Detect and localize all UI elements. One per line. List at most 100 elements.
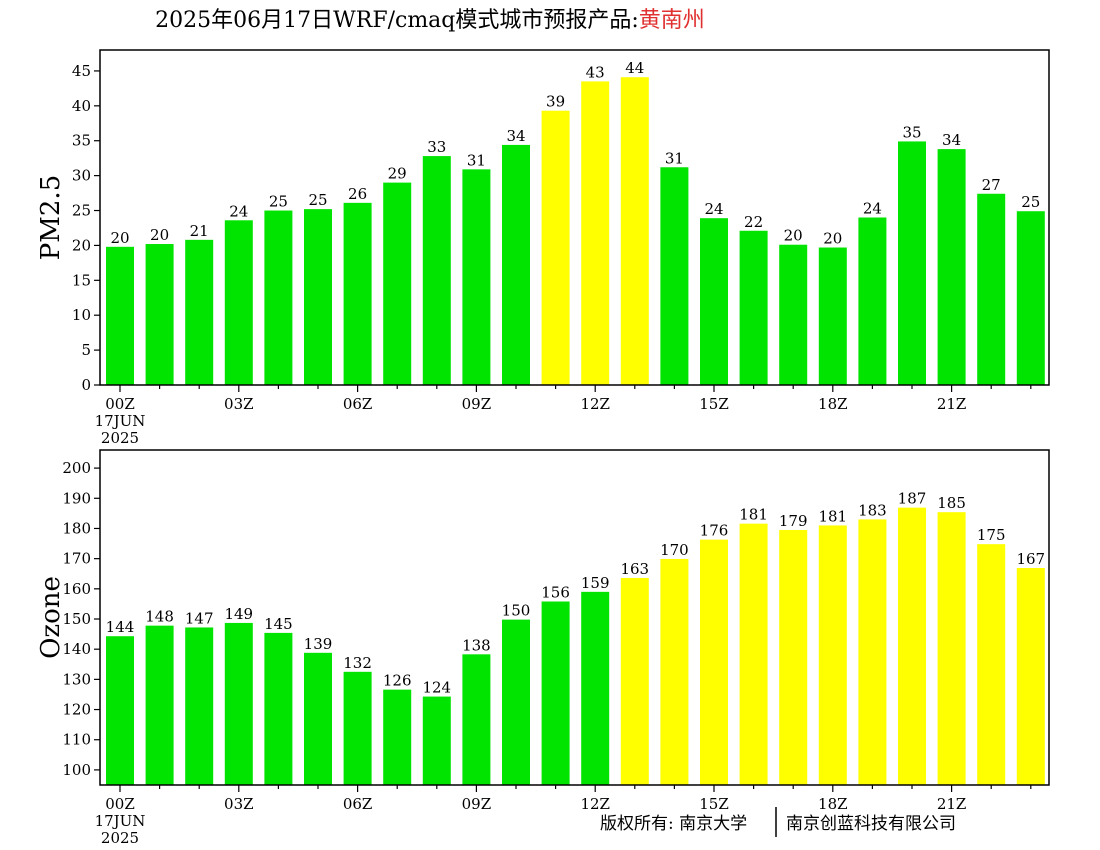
ozone-bar [898, 507, 926, 785]
ozone-data-label: 144 [106, 618, 135, 636]
ozone-y-tick-label: 190 [62, 489, 91, 507]
pm25-data-label: 29 [388, 165, 407, 183]
pm25-x-tick-label: 15Z [699, 395, 729, 413]
pm25-y-tick-label: 30 [72, 167, 91, 185]
ozone-data-label: 145 [264, 615, 293, 633]
pm25-x-tick-label: 03Z [224, 395, 254, 413]
ozone-y-tick-label: 150 [62, 610, 91, 628]
ozone-data-label: 156 [541, 584, 570, 602]
ozone-bar [264, 632, 293, 785]
pm25-bar [343, 202, 372, 385]
ozone-data-label: 147 [185, 609, 214, 627]
pm25-data-label: 24 [863, 200, 882, 218]
ozone-bar [145, 625, 174, 785]
ozone-bar [818, 525, 847, 785]
pm25-data-label: 21 [190, 222, 209, 240]
ozone-bar [858, 519, 887, 785]
ozone-plot-frame [99, 449, 1050, 786]
pm25-y-tick-label: 0 [81, 376, 91, 394]
pm25-bar [462, 169, 491, 385]
ozone-bar [343, 671, 372, 785]
pm25-data-label: 20 [784, 227, 803, 245]
pm25-bar [937, 149, 966, 385]
pm25-data-label: 34 [942, 131, 961, 149]
ozone-bar [106, 636, 134, 785]
pm25-data-label: 34 [506, 127, 525, 145]
ozone-y-tick-label: 130 [62, 670, 91, 688]
pm25-data-label: 44 [625, 59, 644, 77]
pm25-bar [541, 110, 570, 385]
pm25-x-tick-label: 00Z [105, 395, 135, 413]
title-prefix: 2025年06月17日WRF/cmaq模式城市预报产品: [155, 8, 639, 33]
ozone-data-label: 167 [1016, 550, 1045, 568]
ozone-x-tick-label: 12Z [580, 795, 610, 813]
pm25-x-tick-label: 09Z [462, 395, 492, 413]
ozone-bar [937, 512, 966, 785]
ozone-data-label: 138 [462, 636, 491, 654]
pm25-bar [502, 144, 530, 385]
ozone-y-tick-label: 180 [62, 519, 91, 537]
pm25-bar [620, 77, 649, 385]
pm25-data-label: 25 [269, 193, 288, 211]
ozone-bar [462, 654, 491, 785]
ozone-bar [700, 539, 728, 785]
ozone-data-label: 149 [224, 605, 253, 623]
ozone-bar [422, 696, 451, 785]
ozone-x-tick-label: 15Z [699, 795, 729, 813]
pm25-bar [739, 230, 768, 385]
pm25-y-tick-label: 25 [72, 202, 91, 220]
pm25-x-tick-label: 17JUN [95, 412, 146, 430]
ozone-y-tick-label: 200 [62, 459, 91, 477]
pm25-data-label: 43 [586, 63, 605, 81]
ozone-data-label: 179 [779, 512, 808, 530]
ozone-x-tick-label: 17JUN [95, 812, 146, 830]
pm25-data-label: 33 [427, 138, 446, 156]
pm25-data-label: 31 [467, 151, 486, 169]
ozone-data-label: 175 [977, 526, 1006, 544]
ozone-bar [502, 619, 530, 785]
ozone-y-axis-label: Ozone [36, 576, 66, 659]
copyright-text-2: 南京创蓝科技有限公司 [786, 814, 956, 834]
ozone-data-label: 124 [422, 679, 451, 697]
ozone-y-tick-label: 110 [62, 731, 91, 749]
pm25-bar [660, 167, 689, 385]
pm25-bar [898, 141, 926, 385]
ozone-data-label: 176 [700, 522, 729, 540]
pm25-y-tick-label: 5 [81, 341, 91, 359]
ozone-x-tick-label: 06Z [343, 795, 373, 813]
pm25-bar [858, 217, 887, 385]
ozone-bar [304, 652, 332, 785]
pm25-bar [224, 220, 253, 385]
copyright-footer: 版权所有: 南京大学 南京创蓝科技有限公司 [600, 807, 956, 837]
pm25-x-tick-label: 2025 [101, 429, 139, 447]
pm25-data-label: 24 [229, 202, 248, 220]
pm25-data-label: 35 [902, 123, 921, 141]
pm25-data-label: 27 [982, 176, 1001, 194]
ozone-y-tick-label: 160 [62, 580, 91, 598]
ozone-y-tick-label: 140 [62, 640, 91, 658]
pm25-data-label: 39 [546, 93, 565, 111]
pm25-y-tick-label: 20 [72, 236, 91, 254]
ozone-data-label: 185 [937, 494, 966, 512]
ozone-data-label: 181 [818, 507, 847, 525]
ozone-chart: 144 148 147 149 145 139 132 126 124 138 150 156 159 1… [36, 449, 1050, 847]
ozone-bar [779, 529, 808, 785]
ozone-bar [620, 577, 649, 785]
pm25-bar [106, 246, 134, 385]
pm25-data-label: 31 [665, 149, 684, 167]
pm25-y-tick-label: 35 [72, 132, 91, 150]
pm25-bar [264, 210, 293, 385]
pm25-data-label: 25 [308, 191, 327, 209]
ozone-data-label: 159 [581, 574, 610, 592]
ozone-bar [185, 627, 214, 785]
ozone-bar [224, 622, 253, 785]
pm25-y-tick-label: 15 [72, 271, 91, 289]
ozone-data-label: 132 [343, 654, 372, 672]
pm25-bar [1016, 211, 1045, 385]
ozone-data-label: 163 [620, 560, 649, 578]
ozone-data-label: 126 [383, 672, 412, 690]
pm25-y-tick-label: 45 [72, 62, 91, 80]
copyright-text-1: 版权所有: 南京大学 [600, 814, 747, 834]
ozone-x-tick-label: 2025 [101, 829, 139, 847]
